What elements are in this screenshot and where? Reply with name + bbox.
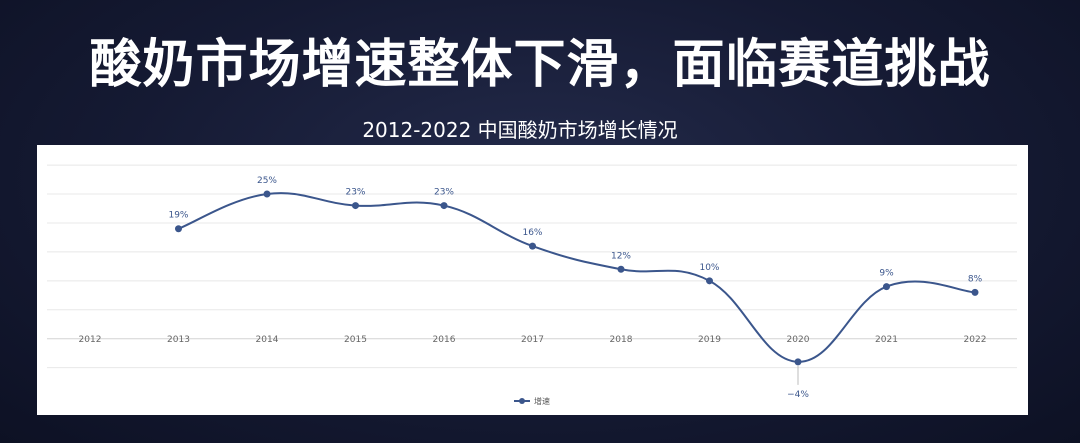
- data-point: [175, 225, 182, 233]
- data-label: 25%: [257, 176, 277, 186]
- data-label: −4%: [787, 390, 809, 400]
- legend-marker: [519, 398, 525, 404]
- x-tick-label: 2018: [610, 335, 633, 345]
- x-tick-label: 2016: [433, 335, 456, 345]
- x-tick-label: 2021: [875, 335, 898, 345]
- headline: 酸奶市场增速整体下滑，面临赛道挑战: [89, 35, 991, 95]
- x-tick-label: 2015: [344, 335, 367, 345]
- chart-title: 2012-2022 中国酸奶市场增长情况: [362, 118, 678, 142]
- data-label: 12%: [611, 251, 631, 261]
- x-tick-label: 2014: [256, 335, 279, 345]
- x-tick-label: 2020: [787, 335, 810, 345]
- chart-panel: 2012 2013 2014 2015 2016 2017 2018 2019 2020 2021…: [37, 145, 1028, 415]
- data-label: 19%: [168, 211, 188, 221]
- series-line: [178, 192, 976, 363]
- data-label: 8%: [968, 274, 983, 284]
- data-label: 23%: [434, 188, 454, 198]
- x-tick-label: 2017: [521, 335, 544, 345]
- data-point: [263, 190, 271, 198]
- data-label: 9%: [879, 269, 894, 279]
- x-tick-label: 2019: [698, 335, 721, 345]
- data-point: [706, 277, 713, 285]
- x-tick-label: 2013: [167, 335, 190, 345]
- data-label: 23%: [345, 188, 365, 198]
- data-point: [971, 288, 979, 296]
- data-point: [529, 242, 536, 250]
- data-point: [440, 202, 448, 210]
- x-tick-label: 2022: [964, 335, 987, 345]
- line-chart: 2012 2013 2014 2015 2016 2017 2018 2019 2020 2021…: [47, 164, 1017, 406]
- data-point: [794, 358, 802, 366]
- data-label: 16%: [522, 228, 542, 238]
- x-tick-label: 2012: [79, 335, 102, 345]
- data-point: [617, 265, 625, 273]
- data-label: 10%: [699, 263, 719, 273]
- legend-label: 增速: [534, 396, 550, 406]
- data-point: [352, 202, 359, 210]
- data-point: [883, 283, 890, 291]
